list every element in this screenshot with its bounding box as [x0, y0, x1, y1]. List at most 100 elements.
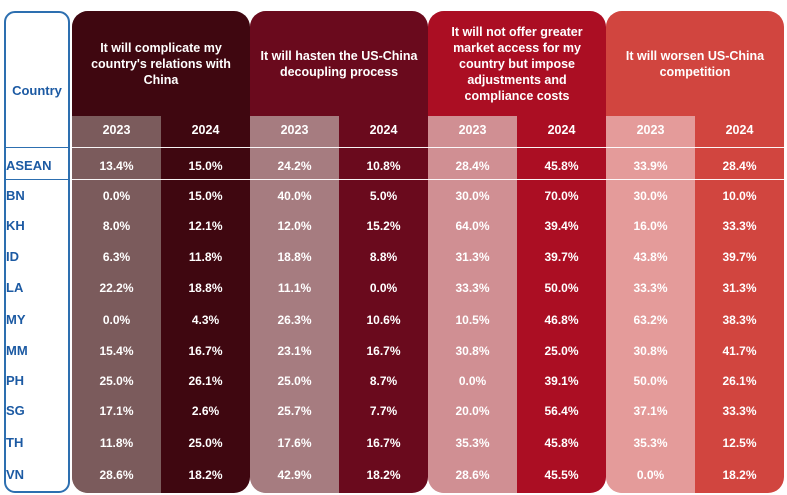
value-cell: 18.2%: [722, 468, 757, 482]
value-cell: 31.3%: [455, 250, 490, 264]
value-cell: 18.2%: [188, 468, 223, 482]
country-label-sg: SG: [6, 403, 25, 418]
value-cell: 33.3%: [633, 281, 668, 295]
value-cell: 22.2%: [99, 281, 134, 295]
value-cell: 33.3%: [722, 219, 757, 233]
country-label-th: TH: [6, 435, 24, 450]
year-label-2024: 2024: [369, 123, 398, 137]
value-cell: 10.5%: [455, 313, 490, 327]
title-bg: [428, 11, 517, 116]
value-cell: 18.8%: [277, 250, 312, 264]
value-cell: 35.3%: [455, 436, 490, 450]
value-cell: 26.1%: [188, 374, 223, 388]
value-cell: 37.1%: [633, 404, 668, 418]
value-cell: 33.3%: [455, 281, 490, 295]
question-title: It will not offer greater market access …: [451, 24, 583, 103]
value-cell: 17.6%: [277, 436, 312, 450]
country-label-mm: MM: [6, 343, 28, 358]
value-cell: 8.7%: [369, 374, 398, 388]
value-cell: 0.0%: [102, 189, 131, 203]
header-separator-country: [6, 147, 68, 148]
value-cell: 30.8%: [633, 344, 668, 358]
year-label-2023: 2023: [102, 123, 131, 137]
value-cell: 30.8%: [455, 344, 490, 358]
value-cell: 0.0%: [102, 313, 131, 327]
value-cell: 20.0%: [455, 404, 490, 418]
value-cell: 43.8%: [633, 250, 668, 264]
value-cell: 50.0%: [544, 281, 579, 295]
value-cell: 28.6%: [455, 468, 490, 482]
value-cell: 13.4%: [99, 159, 134, 173]
question-title: It will complicate my country's relation…: [91, 40, 231, 87]
asean-separator: [72, 179, 784, 180]
country-label-bn: BN: [6, 188, 25, 203]
value-cell: 31.3%: [722, 281, 757, 295]
value-cell: 33.9%: [633, 159, 668, 173]
country-label-my: MY: [6, 312, 26, 327]
question-block-3: It will not offer greater market access …: [428, 11, 606, 493]
value-cell: 28.4%: [455, 159, 490, 173]
question-title: It will hasten the US-China decoupling p…: [260, 48, 418, 79]
value-cell: 26.3%: [277, 313, 312, 327]
value-cell: 63.2%: [633, 313, 668, 327]
country-column: Country: [4, 11, 70, 493]
year-label-2024: 2024: [191, 123, 220, 137]
value-cell: 45.5%: [544, 468, 579, 482]
title-bg: [250, 11, 339, 116]
country-label-id: ID: [6, 249, 19, 264]
value-cell: 41.7%: [722, 344, 757, 358]
value-cell: 12.1%: [188, 219, 223, 233]
value-cell: 35.3%: [633, 436, 668, 450]
value-cell: 7.7%: [369, 404, 398, 418]
column-2024-bg: [517, 11, 606, 493]
value-cell: 15.0%: [188, 189, 223, 203]
country-label-ph: PH: [6, 373, 25, 388]
column-2023-fill: [428, 116, 517, 493]
value-cell: 28.4%: [722, 159, 757, 173]
question-block-1: It will complicate my country's relation…: [72, 11, 250, 493]
value-cell: 56.4%: [544, 404, 579, 418]
value-cell: 4.3%: [191, 313, 220, 327]
value-cell: 40.0%: [277, 189, 312, 203]
value-cell: 16.7%: [188, 344, 223, 358]
value-cell: 39.1%: [544, 374, 579, 388]
value-cell: 25.0%: [544, 344, 579, 358]
year-label-2024: 2024: [725, 123, 754, 137]
value-cell: 10.8%: [366, 159, 401, 173]
value-cell: 16.7%: [366, 436, 401, 450]
value-cell: 25.0%: [99, 374, 134, 388]
value-cell: 15.0%: [188, 159, 223, 173]
value-cell: 15.2%: [366, 219, 401, 233]
country-label-asean: ASEAN: [6, 158, 52, 173]
value-cell: 46.8%: [544, 313, 579, 327]
question-block-2: It will hasten the US-China decoupling p…: [250, 11, 428, 493]
value-cell: 45.8%: [544, 159, 579, 173]
value-cell: 26.1%: [722, 374, 757, 388]
value-cell: 50.0%: [633, 374, 668, 388]
value-cell: 0.0%: [636, 468, 665, 482]
value-cell: 6.3%: [102, 250, 131, 264]
title-bg: [606, 11, 695, 116]
value-cell: 28.6%: [99, 468, 134, 482]
value-cell: 30.0%: [455, 189, 490, 203]
value-cell: 12.5%: [722, 436, 757, 450]
value-cell: 25.7%: [277, 404, 312, 418]
value-cell: 10.6%: [366, 313, 401, 327]
value-cell: 23.1%: [277, 344, 312, 358]
country-label-kh: KH: [6, 218, 25, 233]
value-cell: 42.9%: [277, 468, 312, 482]
value-cell: 11.1%: [277, 281, 312, 295]
column-2023-fill: [606, 116, 695, 493]
value-cell: 39.7%: [544, 250, 579, 264]
asean-separator-country: [6, 179, 68, 180]
value-cell: 33.3%: [722, 404, 757, 418]
value-cell: 8.0%: [102, 219, 131, 233]
value-cell: 18.8%: [188, 281, 223, 295]
value-cell: 8.8%: [369, 250, 398, 264]
value-cell: 15.4%: [99, 344, 134, 358]
value-cell: 11.8%: [188, 250, 223, 264]
value-cell: 16.0%: [633, 219, 668, 233]
column-2023-fill: [72, 116, 161, 493]
year-label-2023: 2023: [458, 123, 487, 137]
question-title: It will worsen US-China competition: [625, 48, 765, 79]
